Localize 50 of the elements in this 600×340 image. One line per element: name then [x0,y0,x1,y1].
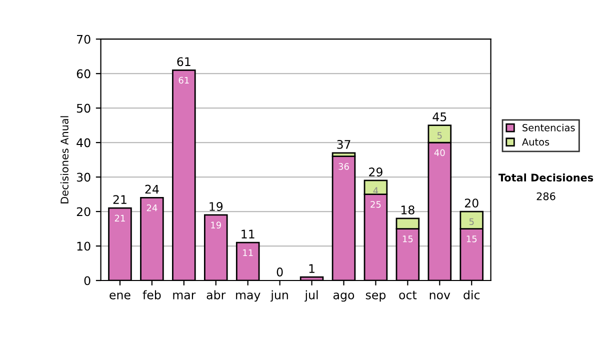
total-label: 24 [145,184,159,194]
y-tick-label: 30 [76,172,90,182]
total-label: 45 [432,112,446,122]
legend-label: Sentencias [522,124,575,132]
x-tick-label: may [236,292,260,302]
data-label: 24 [146,204,158,212]
text: 0 [276,268,283,276]
total-label: 19 [210,202,223,211]
data-label: 5 [437,132,442,139]
data-label: 15 [402,236,413,242]
total-label: 37 [337,140,350,149]
x-tick-label: jun [270,290,288,302]
total-label: 18 [401,205,414,214]
text: Total Decisiones [498,173,594,182]
text: 286 [536,192,556,200]
y-tick-label: 70 [77,34,90,44]
x-tick-label: feb [142,290,161,300]
total-label: 29 [369,168,382,176]
data-label: 36 [338,163,349,170]
data-label: 61 [178,76,189,84]
x-tick-label: ago [333,292,354,302]
x-tick-label: sep [366,292,386,302]
x-tick-label: mar [173,292,196,300]
data-label: 5 [469,218,474,226]
y-tick-label: 0 [84,276,90,286]
data-label: 25 [370,200,381,208]
data-label: 40 [434,149,445,156]
x-tick-label: abr [206,290,226,300]
legend-label: Autos [522,138,550,146]
x-tick-label: nov [430,292,450,300]
x-tick-label: oct [399,290,417,300]
y-tick-label: 10 [77,242,90,251]
total-label: 61 [177,57,190,66]
y-tick-label: 40 [76,138,90,148]
total-label: 20 [464,198,478,208]
total-label: 21 [113,195,126,204]
x-tick-label: ene [110,292,130,300]
data-label: 4 [373,187,378,194]
data-label: 21 [114,214,125,222]
x-tick-label: jul [304,290,318,302]
data-label: 11 [243,249,253,256]
data-label: 15 [466,236,477,242]
data-label: 19 [211,222,221,229]
total-label: 1 [309,264,314,273]
total-label: 11 [242,230,254,238]
y-tick-label: 60 [76,69,90,78]
y-tick-label: 50 [76,104,90,113]
y-tick-label: 20 [76,207,90,216]
y-axis-title: Decisiones Anual [60,116,68,204]
x-tick-label: dic [464,290,480,300]
